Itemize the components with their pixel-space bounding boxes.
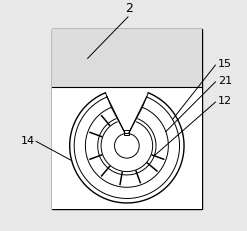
Text: 21: 21 xyxy=(218,76,232,86)
Text: 2: 2 xyxy=(125,2,133,15)
Bar xyxy=(124,130,129,135)
Bar xyxy=(52,87,202,209)
Bar xyxy=(52,29,202,87)
Text: 12: 12 xyxy=(218,96,232,106)
Text: 15: 15 xyxy=(218,59,232,69)
Text: 14: 14 xyxy=(20,136,35,146)
Bar xyxy=(52,29,202,209)
